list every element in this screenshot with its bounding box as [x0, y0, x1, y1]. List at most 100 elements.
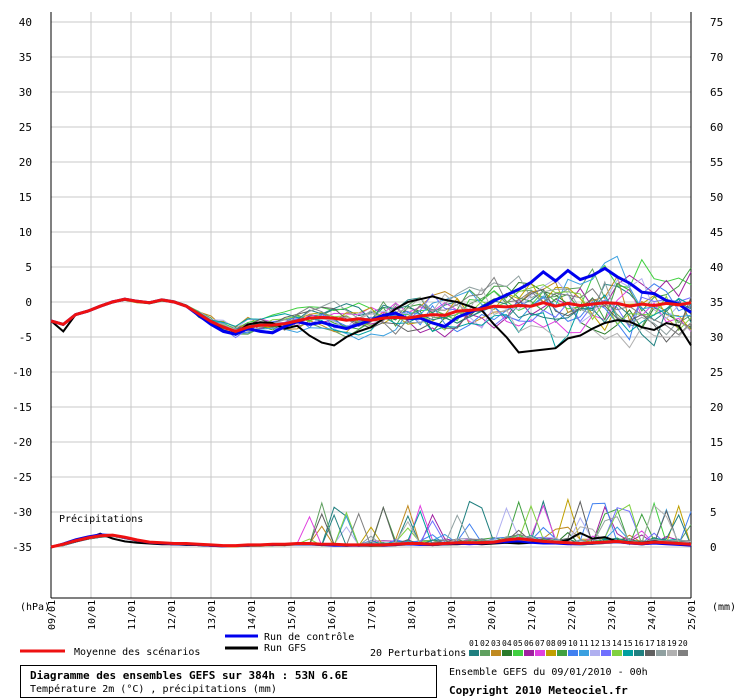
x-tick-label: 22/01 — [567, 600, 578, 630]
perturbation-id-label: 03 — [491, 639, 501, 648]
perturbation-swatch — [612, 650, 622, 656]
legend-control-label: Run de contrôle — [264, 631, 354, 643]
right-tick-label: 15 — [710, 436, 723, 449]
left-tick-label: -30 — [12, 506, 32, 519]
legend-gfs-label: Run GFS — [264, 643, 306, 654]
perturbation-id-label: 02 — [480, 639, 490, 648]
perturbation-id-label: 10 — [568, 639, 578, 648]
x-tick-label: 10/01 — [87, 600, 98, 630]
perturbation-id-label: 08 — [546, 639, 556, 648]
perturbation-legend: 01 02 03 04 05 06 07 08 09 10 11 12 13 14 15 16 17 18 19 20 — [469, 639, 688, 656]
left-tick-label: 20 — [19, 156, 32, 169]
left-axis-unit: (hPa) — [20, 602, 50, 613]
left-tick-label: 35 — [19, 51, 32, 64]
right-tick-label: 70 — [710, 51, 723, 64]
perturbation-id-label: 15 — [623, 639, 633, 648]
precipitation-label: Précipitations — [59, 513, 143, 525]
perturbation-id-label: 05 — [513, 639, 523, 648]
x-tick-label: 12/01 — [167, 600, 178, 630]
x-tick-label: 18/01 — [407, 600, 418, 630]
right-tick-label: 25 — [710, 366, 723, 379]
perturbation-swatch — [579, 650, 589, 656]
perturbation-swatch — [667, 650, 677, 656]
perturbation-swatch — [502, 650, 512, 656]
x-tick-label: 25/01 — [687, 600, 698, 630]
perturbation-swatch — [645, 650, 655, 656]
perturbation-swatch — [535, 650, 545, 656]
right-tick-label: 10 — [710, 471, 723, 484]
left-tick-label: -15 — [12, 401, 32, 414]
left-tick-label: 15 — [19, 191, 32, 204]
perturbation-id-label: 16 — [634, 639, 644, 648]
perturbation-swatch — [491, 650, 501, 656]
right-tick-label: 50 — [710, 191, 723, 204]
chart-axes — [50, 12, 692, 599]
copyright: Copyright 2010 Meteociel.fr — [449, 684, 628, 697]
x-tick-label: 20/01 — [487, 600, 498, 630]
right-tick-label: 5 — [710, 506, 717, 519]
left-axis-ticks: 40 35 30 25 20 15 10 5 0 -5 -10 -15 -20 -25 -30 -35 — [12, 16, 32, 554]
left-tick-label: 25 — [19, 121, 32, 134]
perturbation-swatch — [623, 650, 633, 656]
x-tick-label: 15/01 — [287, 600, 298, 630]
run-info: Ensemble GEFS du 09/01/2010 - 00h — [449, 667, 648, 678]
perturbation-id-label: 14 — [612, 639, 622, 648]
x-tick-label: 23/01 — [607, 600, 618, 630]
right-tick-label: 45 — [710, 226, 723, 239]
perturbation-swatch — [546, 650, 556, 656]
right-tick-label: 60 — [710, 121, 723, 134]
right-tick-label: 30 — [710, 331, 723, 344]
perturbation-id-label: 20 — [678, 639, 688, 648]
perturbation-id-label: 13 — [601, 639, 611, 648]
perturbation-id-label: 04 — [502, 639, 512, 648]
perturbation-id-label: 12 — [590, 639, 600, 648]
main-series-lines — [50, 266, 692, 549]
left-tick-label: -35 — [12, 541, 32, 554]
left-tick-label: 0 — [25, 296, 32, 309]
perturbation-swatch — [678, 650, 688, 656]
left-tick-label: 10 — [19, 226, 32, 239]
legend-perturbations-label: 20 Perturbations — [370, 648, 466, 659]
mean-precip-line — [50, 533, 692, 549]
perturbation-id-label: 18 — [656, 639, 666, 648]
perturbation-id-label: 17 — [645, 639, 655, 648]
right-tick-label: 0 — [710, 541, 717, 554]
perturbation-swatch — [557, 650, 567, 656]
perturbation-id-label: 06 — [524, 639, 534, 648]
x-tick-label: 21/01 — [527, 600, 538, 630]
chart-caption-box: Diagramme des ensembles GEFS sur 384h : … — [20, 665, 437, 698]
right-tick-label: 35 — [710, 296, 723, 309]
x-tick-label: 11/01 — [127, 600, 138, 630]
perturbation-swatch — [513, 650, 523, 656]
right-tick-label: 55 — [710, 156, 723, 169]
perturbation-swatch — [634, 650, 644, 656]
left-tick-label: -5 — [19, 331, 32, 344]
left-tick-label: -20 — [12, 436, 32, 449]
perturbation-swatch — [469, 650, 479, 656]
right-tick-label: 65 — [710, 86, 723, 99]
left-tick-label: 40 — [19, 16, 32, 29]
perturbation-id-label: 07 — [535, 639, 545, 648]
chart-title: Diagramme des ensembles GEFS sur 384h : … — [30, 669, 348, 682]
x-tick-label: 09/01 — [47, 600, 58, 630]
chart-grid — [50, 12, 692, 598]
legend-mean-label: Moyenne des scénarios — [74, 646, 200, 658]
right-tick-label: 75 — [710, 16, 723, 29]
x-axis-ticks: 09/01 10/01 11/01 12/01 13/01 14/01 15/01 16/01… — [47, 600, 698, 630]
x-tick-label: 16/01 — [327, 600, 338, 630]
x-tick-label: 17/01 — [367, 600, 378, 630]
x-tick-label: 14/01 — [247, 600, 258, 630]
perturbation-swatch — [656, 650, 666, 656]
right-axis-unit: (mm) — [712, 602, 736, 613]
mean-temp-line — [50, 297, 692, 333]
perturbation-id-label: 09 — [557, 639, 567, 648]
left-tick-label: 5 — [25, 261, 32, 274]
left-tick-label: -25 — [12, 471, 32, 484]
perturbation-swatch — [590, 650, 600, 656]
right-tick-label: 40 — [710, 261, 723, 274]
x-tick-label: 19/01 — [447, 600, 458, 630]
perturbation-swatch — [601, 650, 611, 656]
left-tick-label: 30 — [19, 86, 32, 99]
